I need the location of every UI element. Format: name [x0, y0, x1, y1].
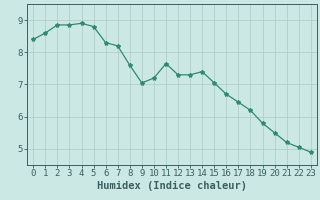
X-axis label: Humidex (Indice chaleur): Humidex (Indice chaleur) [97, 181, 247, 191]
